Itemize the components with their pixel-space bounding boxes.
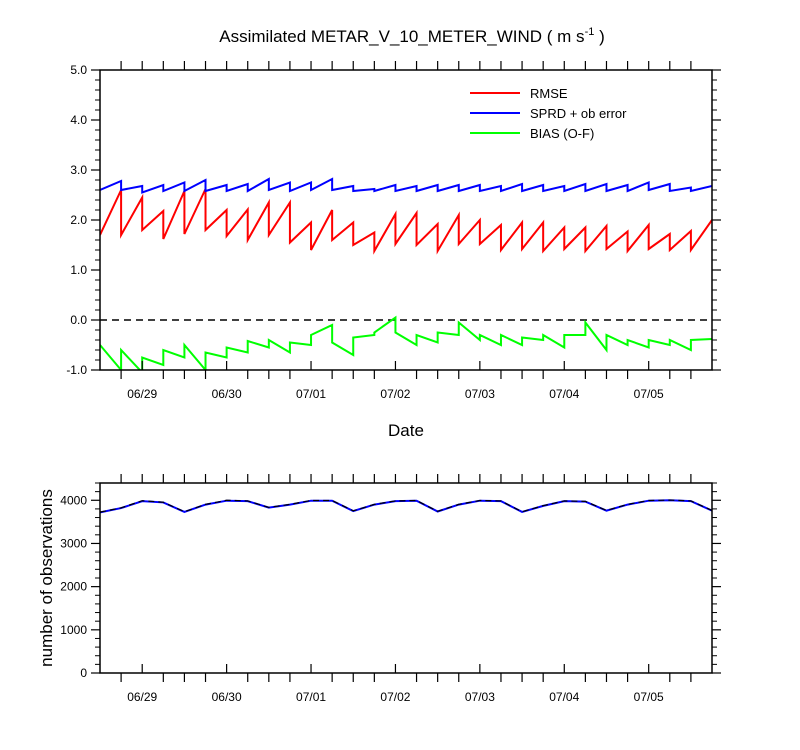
x-tick-label: 07/03 xyxy=(465,690,495,704)
y-tick-label: 1.0 xyxy=(70,263,87,277)
x-tick-label: 06/30 xyxy=(212,690,242,704)
top-axes: 06/29 06/30 07/01 07/02 07/03 07/04 07/05 -1.0 0… xyxy=(66,61,721,401)
series-line-bias-o-f xyxy=(100,315,712,370)
legend-label: RMSE xyxy=(530,86,568,101)
legend: RMSE SPRD + ob error BIAS (O-F) xyxy=(470,86,627,141)
legend-label: BIAS (O-F) xyxy=(530,126,594,141)
bottom-panel: 06/29 06/30 07/01 07/02 07/03 07/04 07/05 0 1000… xyxy=(37,474,721,704)
legend-label: SPRD + ob error xyxy=(530,106,627,121)
x-tick-label: 07/03 xyxy=(465,387,495,401)
x-tick-label: 07/05 xyxy=(634,690,664,704)
obs-series-line-1 xyxy=(100,499,712,513)
x-tick-label: 07/01 xyxy=(296,387,326,401)
y-tick-label: 3.0 xyxy=(70,163,87,177)
x-tick-label: 07/02 xyxy=(380,690,410,704)
x-tick-label: 07/04 xyxy=(549,690,579,704)
chart-title: Assimilated METAR_V_10_METER_WIND ( m s-… xyxy=(219,26,604,46)
y-tick-label: 1000 xyxy=(60,623,87,637)
series-line-sprd-ob-error xyxy=(100,177,712,194)
x-tick-label: 06/29 xyxy=(127,690,157,704)
x-axis-title: Date xyxy=(388,421,424,440)
bottom-axes: 06/29 06/30 07/01 07/02 07/03 07/04 07/05 0 1000… xyxy=(60,474,721,704)
y-tick-label: 0 xyxy=(80,666,87,680)
x-tick-label: 06/30 xyxy=(212,387,242,401)
y-tick-label: 2000 xyxy=(60,580,87,594)
y-tick-label: 3000 xyxy=(60,536,87,550)
y-axis-title: number of observations xyxy=(37,489,56,667)
x-tick-label: 07/01 xyxy=(296,690,326,704)
y-tick-label: 0.0 xyxy=(70,313,87,327)
x-tick-label: 06/29 xyxy=(127,387,157,401)
y-tick-label: -1.0 xyxy=(66,363,87,377)
x-tick-label: 07/05 xyxy=(634,387,664,401)
series-line-rmse xyxy=(100,188,712,255)
y-tick-label: 2.0 xyxy=(70,213,87,227)
x-tick-label: 07/02 xyxy=(380,387,410,401)
bottom-plot-frame xyxy=(99,482,713,674)
y-tick-label: 5.0 xyxy=(70,63,87,77)
bottom-plot-area xyxy=(100,499,712,514)
top-panel: 06/29 06/30 07/01 07/02 07/03 07/04 07/05 -1.0 0… xyxy=(66,61,721,440)
y-tick-label: 4000 xyxy=(60,493,87,507)
x-tick-label: 07/04 xyxy=(549,387,579,401)
top-plot-area xyxy=(100,177,712,370)
y-tick-label: 4.0 xyxy=(70,113,87,127)
